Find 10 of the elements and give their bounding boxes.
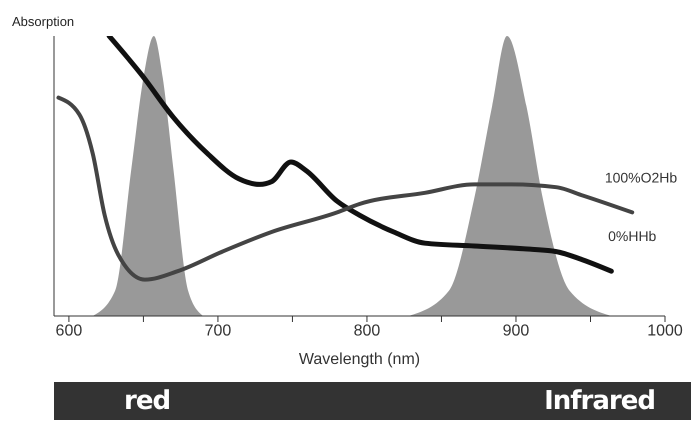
x-tick-label: 800 xyxy=(354,322,380,340)
x-axis-title: Wavelength (nm) xyxy=(298,351,420,368)
spectrum-strip: red Infrared xyxy=(54,382,691,420)
x-tick-label: 1000 xyxy=(647,322,683,340)
series-label: 100%O2Hb xyxy=(604,169,678,186)
x-tick-label: 600 xyxy=(56,322,82,340)
x-tick-label: 900 xyxy=(502,322,530,340)
y-axis-title: Absorption xyxy=(12,14,74,29)
series-label: 0%HHb xyxy=(608,228,657,244)
x-tick-label: 700 xyxy=(204,322,232,340)
